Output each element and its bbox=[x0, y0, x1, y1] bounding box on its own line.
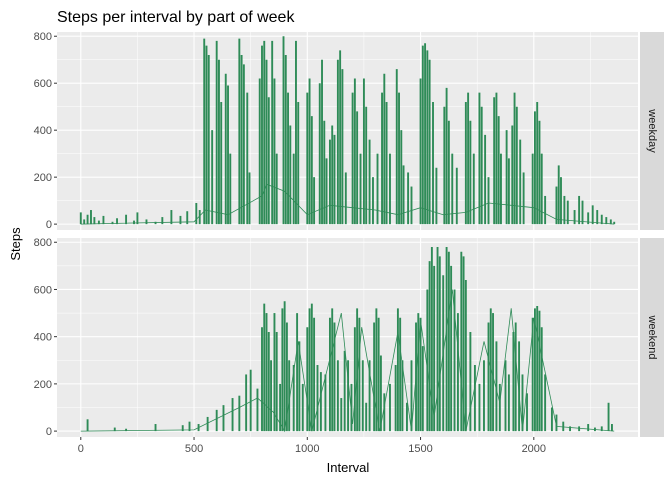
facet-panel-weekend: 0 200 400 600 800 weekend bbox=[34, 237, 664, 438]
y-tick-label: 600 bbox=[34, 78, 52, 90]
x-axis: 0 500 1000 1500 2000 bbox=[78, 437, 546, 455]
facet-panel-weekday: 0 200 400 600 800 weekday bbox=[34, 31, 664, 231]
x-axis-title: Interval bbox=[327, 460, 370, 475]
y-axis-title: Steps bbox=[8, 227, 23, 261]
chart-title: Steps per interval by part of week bbox=[57, 9, 295, 26]
x-tick-label: 1500 bbox=[408, 443, 432, 455]
facet-strip-label: weekend bbox=[646, 314, 658, 359]
x-tick-label: 2000 bbox=[522, 443, 546, 455]
y-tick-label: 200 bbox=[34, 172, 52, 184]
facet-strip bbox=[640, 238, 664, 437]
facet-strip-label: weekday bbox=[646, 108, 658, 153]
facet-strip bbox=[640, 32, 664, 230]
x-tick-label: 0 bbox=[78, 443, 84, 455]
series-line-weekend bbox=[80, 289, 615, 433]
y-tick-label: 200 bbox=[34, 379, 52, 391]
y-tick-label: 800 bbox=[34, 31, 52, 43]
y-tick-label: 600 bbox=[34, 284, 52, 296]
x-tick-label: 500 bbox=[185, 443, 203, 455]
panel-background bbox=[57, 32, 638, 230]
y-tick-label: 0 bbox=[46, 426, 52, 438]
facets-layer: 0 200 400 600 800 weekday 0 200 400 600 800 weekend bbox=[34, 31, 664, 438]
y-tick-label: 800 bbox=[34, 237, 52, 249]
y-tick-label: 400 bbox=[34, 125, 52, 137]
y-tick-label: 400 bbox=[34, 332, 52, 344]
x-tick-label: 1000 bbox=[295, 443, 319, 455]
y-tick-label: 0 bbox=[46, 219, 52, 231]
series-line-weekday bbox=[80, 183, 615, 225]
